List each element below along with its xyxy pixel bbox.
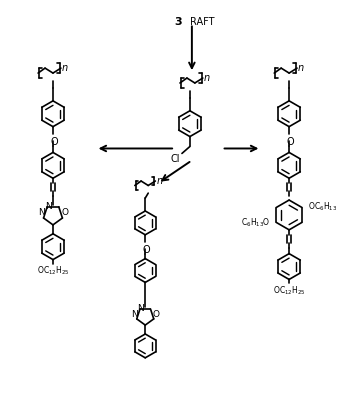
Text: O: O: [50, 137, 58, 146]
Text: OC$_6$H$_{13}$: OC$_6$H$_{13}$: [308, 201, 337, 213]
Text: O: O: [152, 310, 160, 319]
Text: n: n: [298, 63, 304, 73]
Text: OC$_{12}$H$_{25}$: OC$_{12}$H$_{25}$: [273, 284, 305, 297]
Text: C$_6$H$_{13}$O: C$_6$H$_{13}$O: [241, 217, 270, 229]
Text: n: n: [204, 73, 210, 83]
Text: 3: 3: [174, 17, 182, 27]
Text: O: O: [142, 245, 150, 255]
Text: N: N: [38, 208, 44, 217]
Text: N: N: [137, 304, 144, 313]
Text: O: O: [61, 208, 68, 217]
Text: RAFT: RAFT: [190, 17, 214, 27]
Text: OC$_{12}$H$_{25}$: OC$_{12}$H$_{25}$: [37, 264, 69, 277]
Text: Cl: Cl: [170, 154, 180, 164]
Text: n: n: [62, 63, 68, 73]
Text: O: O: [286, 137, 294, 146]
Text: N: N: [44, 201, 52, 211]
Text: N: N: [131, 310, 138, 319]
Text: n: n: [156, 176, 162, 186]
